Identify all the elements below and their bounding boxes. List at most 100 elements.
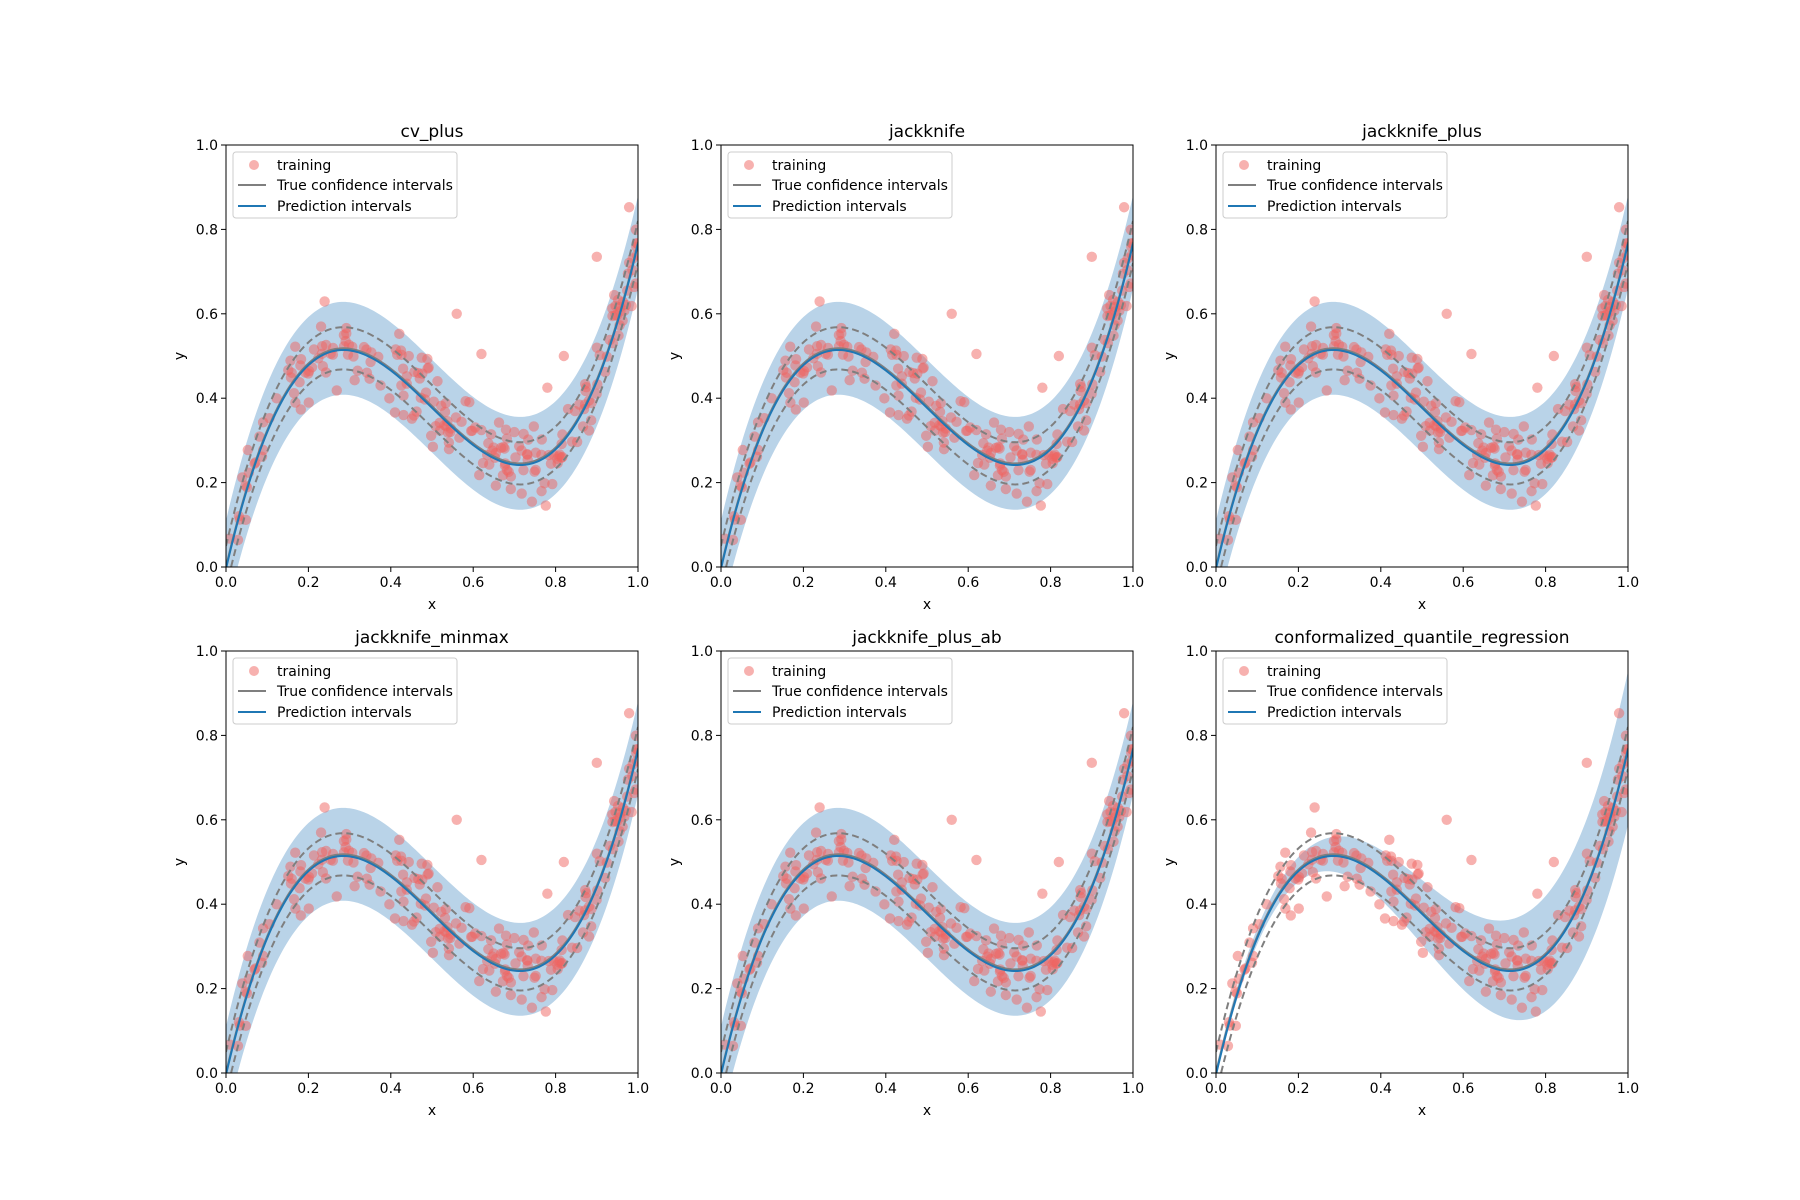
training-point: [927, 376, 938, 387]
training-point: [889, 834, 900, 846]
training-point: [1382, 349, 1393, 360]
y-axis-label: y: [1162, 858, 1178, 866]
training-point: [439, 406, 451, 418]
training-point: [1275, 355, 1286, 366]
training-point: [1466, 348, 1477, 360]
training-point: [623, 202, 635, 213]
training-point: [1526, 991, 1537, 1003]
prediction-line: [1216, 749, 1628, 1073]
training-point: [529, 466, 540, 477]
training-point: [490, 986, 502, 997]
training-point: [451, 308, 462, 319]
training-point: [1454, 396, 1465, 408]
y-tick-label: 0.4: [1186, 391, 1208, 407]
x-tick-label: 0.8: [544, 575, 566, 591]
training-point: [898, 856, 909, 868]
training-point: [562, 909, 574, 921]
x-tick-label: 0.6: [957, 1081, 979, 1097]
training-point: [398, 915, 409, 927]
training-points: [226, 708, 638, 1052]
training-point: [1037, 888, 1048, 899]
training-point: [1004, 426, 1015, 438]
training-point: [995, 930, 1007, 941]
training-point: [1086, 251, 1098, 263]
y-tick-label: 0.6: [196, 813, 218, 829]
training-point: [815, 845, 827, 857]
training-point: [474, 469, 485, 481]
legend: training True confidence intervals Predict…: [727, 657, 953, 725]
prediction-line: [1216, 243, 1628, 567]
legend: training True confidence intervals Predict…: [232, 151, 458, 219]
training-point: [331, 385, 342, 396]
training-point: [493, 923, 505, 934]
x-tick-label: 0.0: [215, 575, 237, 591]
y-tick-label: 0.2: [1186, 476, 1208, 492]
plot-area: [226, 701, 638, 1073]
training-point: [542, 888, 553, 899]
legend-label-true-ci: True confidence intervals: [1266, 178, 1443, 194]
training-point: [580, 385, 591, 397]
training-point: [1035, 500, 1047, 511]
training-point: [1293, 874, 1304, 885]
training-point: [1013, 464, 1024, 476]
training-point: [853, 847, 865, 859]
axes-frame: [225, 650, 639, 1074]
training-point: [985, 986, 997, 997]
training-point: [294, 882, 305, 894]
training-point: [1284, 376, 1295, 388]
training-point: [1061, 942, 1073, 953]
training-point: [1581, 251, 1593, 263]
training-point: [1552, 403, 1564, 415]
training-point: [983, 442, 994, 453]
training-point: [1513, 940, 1524, 951]
training-point: [1021, 1002, 1033, 1013]
training-point: [348, 351, 359, 362]
training-point: [1429, 912, 1441, 924]
training-point: [946, 308, 957, 319]
training-point: [1328, 329, 1340, 341]
x-tick-label: 0.2: [792, 1081, 814, 1097]
training-point: [732, 978, 743, 989]
training-point: [1573, 425, 1585, 436]
training-point: [499, 443, 510, 454]
subplot-title: jackknife_plus_ab: [851, 628, 1001, 648]
training-point: [1446, 922, 1457, 934]
x-tick-label: 0.6: [1452, 575, 1474, 591]
training-point: [1388, 390, 1399, 401]
training-point: [785, 341, 796, 352]
training-point: [1275, 861, 1286, 872]
training-point: [843, 857, 854, 868]
legend-label-prediction: Prediction intervals: [277, 199, 412, 215]
training-point: [1598, 289, 1610, 301]
training-point: [1035, 1006, 1047, 1017]
legend-marker-training: [1239, 160, 1249, 170]
training-point: [539, 984, 550, 995]
training-point: [542, 382, 553, 393]
training-point: [1321, 385, 1332, 396]
training-point: [1518, 421, 1530, 432]
training-point: [1293, 397, 1304, 408]
training-point: [815, 339, 827, 351]
training-point: [737, 950, 748, 962]
training-point: [893, 409, 904, 421]
true-ci-upper: [1216, 220, 1628, 547]
x-tick-label: 1.0: [1122, 575, 1144, 591]
training-point: [1386, 886, 1397, 897]
x-axis-label: x: [923, 1103, 931, 1119]
y-tick-label: 0.2: [691, 982, 713, 998]
legend-label-true-ci: True confidence intervals: [1266, 684, 1443, 700]
training-point: [843, 351, 854, 362]
training-point: [442, 933, 454, 944]
training-point: [608, 795, 620, 807]
training-point: [798, 903, 809, 914]
training-point: [1118, 202, 1130, 213]
training-point: [434, 923, 445, 935]
training-point: [308, 850, 320, 861]
training-point: [358, 847, 370, 859]
training-point: [1298, 850, 1310, 861]
x-tick-label: 0.2: [297, 1081, 319, 1097]
training-point: [927, 882, 938, 893]
training-point: [434, 417, 445, 429]
training-point: [1508, 464, 1519, 476]
y-tick-label: 0.0: [1186, 560, 1208, 576]
